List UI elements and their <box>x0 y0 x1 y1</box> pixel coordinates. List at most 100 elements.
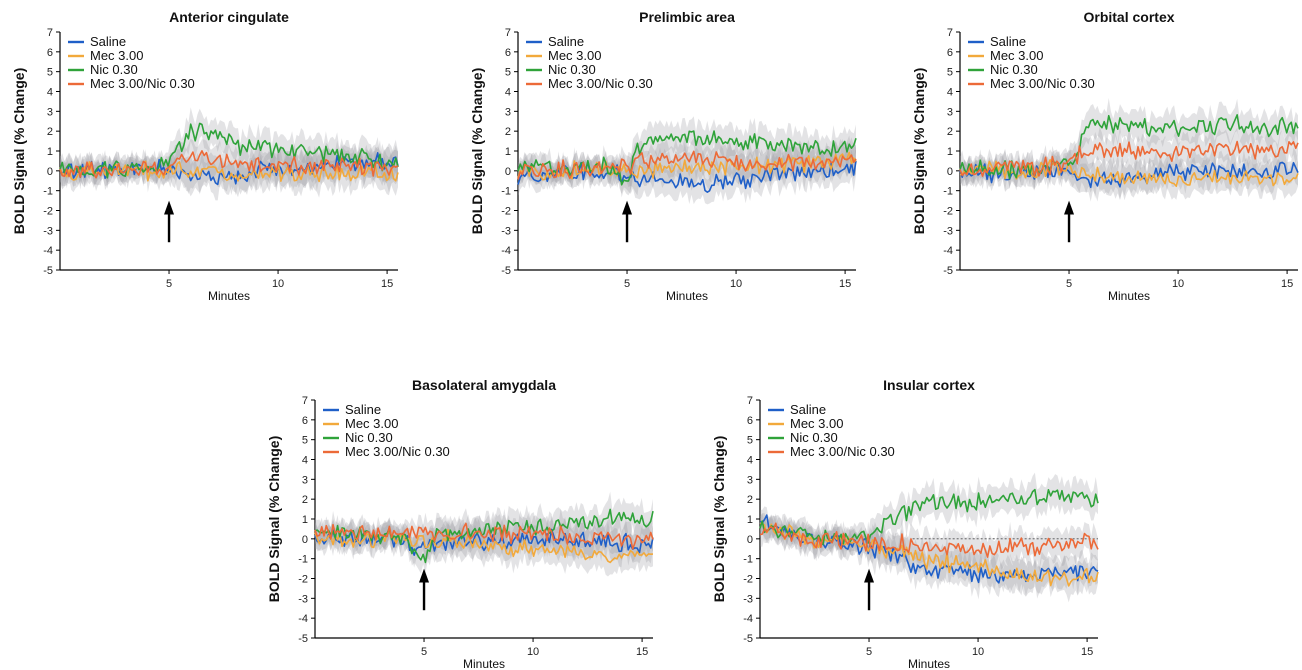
y-tick-label: -1 <box>43 186 53 198</box>
y-tick-label: 0 <box>302 534 308 546</box>
chart-panel: Prelimbic area BOLD Signal (% Change) 7 6 5 4… <box>458 0 878 303</box>
x-axis-label: Minutes <box>208 289 250 303</box>
x-tick-label: 10 <box>1172 278 1184 290</box>
chart-title: Orbital cortex <box>1083 9 1174 25</box>
legend-label: Nic 0.30 <box>90 62 138 77</box>
y-tick-label: 4 <box>947 87 953 99</box>
series-line <box>759 522 1099 558</box>
y-tick-label: 5 <box>302 435 308 447</box>
y-tick-label: 5 <box>505 67 511 79</box>
y-tick-label: 6 <box>747 415 753 427</box>
y-tick-label: -2 <box>501 206 511 218</box>
series-line <box>517 160 857 193</box>
legend-label: Mec 3.00/Nic 0.30 <box>990 76 1095 91</box>
error-band <box>60 136 398 201</box>
legend-label: Nic 0.30 <box>548 62 596 77</box>
y-tick-label: 1 <box>747 514 753 526</box>
chart-svg: Prelimbic area BOLD Signal (% Change) 7 6 5 4… <box>469 9 857 303</box>
legend-label: Mec 3.00 <box>790 416 843 431</box>
y-tick-label: -4 <box>298 613 308 625</box>
legend-label: Mec 3.00/Nic 0.30 <box>90 76 195 91</box>
legend-label: Mec 3.00 <box>990 48 1043 63</box>
series-line <box>314 528 654 564</box>
error-band <box>518 147 856 205</box>
y-axis-label: BOLD Signal (% Change) <box>469 68 485 234</box>
series-line <box>959 114 1299 180</box>
chart-panel: Orbital cortex BOLD Signal (% Change) 7 6 5 4… <box>900 0 1302 303</box>
y-tick-label: 7 <box>505 27 511 39</box>
chart-title: Basolateral amygdala <box>412 377 556 393</box>
y-tick-label: 1 <box>505 146 511 158</box>
y-tick-label: -2 <box>43 206 53 218</box>
y-tick-label: 5 <box>47 67 53 79</box>
series-line <box>759 522 1099 587</box>
y-tick-label: 4 <box>47 87 53 99</box>
x-tick-label: 5 <box>421 646 427 658</box>
chart-svg: Insular cortex BOLD Signal (% Change) 7 6 5 4… <box>711 377 1099 670</box>
x-tick-label: 5 <box>1066 278 1072 290</box>
chart-svg: Basolateral amygdala BOLD Signal (% Chang… <box>266 377 654 670</box>
legend-label: Saline <box>345 402 381 417</box>
x-axis-label: Minutes <box>1108 289 1150 303</box>
y-tick-label: -4 <box>743 613 753 625</box>
y-tick-label: -3 <box>43 225 53 237</box>
x-tick-label: 10 <box>972 646 984 658</box>
y-tick-label: -1 <box>943 186 953 198</box>
x-tick-label: 5 <box>624 278 630 290</box>
y-tick-label: 0 <box>747 534 753 546</box>
x-tick-label: 15 <box>381 278 393 290</box>
y-tick-label: -3 <box>743 593 753 605</box>
x-tick-label: 15 <box>1281 278 1293 290</box>
chart-svg: Orbital cortex BOLD Signal (% Change) 7 6 5 4… <box>911 9 1299 303</box>
error-band <box>60 138 398 193</box>
chart-title: Insular cortex <box>883 377 975 393</box>
y-tick-label: 3 <box>947 106 953 118</box>
y-tick-label: -4 <box>43 245 53 257</box>
y-tick-label: 3 <box>505 106 511 118</box>
y-tick-label: 6 <box>505 47 511 59</box>
y-tick-label: 7 <box>947 27 953 39</box>
chart-title: Prelimbic area <box>639 9 735 25</box>
y-tick-label: 0 <box>47 166 53 178</box>
y-tick-label: -4 <box>943 245 953 257</box>
y-tick-label: 2 <box>302 494 308 506</box>
series-line <box>314 522 654 550</box>
x-tick-label: 10 <box>527 646 539 658</box>
y-tick-label: 2 <box>747 494 753 506</box>
y-tick-label: 1 <box>947 146 953 158</box>
series-line <box>59 160 399 183</box>
series-line <box>59 150 399 179</box>
stimulus-arrow-head <box>164 200 175 215</box>
y-tick-label: 5 <box>747 435 753 447</box>
stimulus-arrow-head <box>1064 200 1075 215</box>
legend-label: Mec 3.00/Nic 0.30 <box>790 444 895 459</box>
legend-label: Mec 3.00 <box>548 48 601 63</box>
error-band <box>315 517 653 577</box>
error-band <box>760 513 1098 572</box>
y-tick-label: 7 <box>747 395 753 407</box>
y-tick-label: -2 <box>743 574 753 586</box>
chart-panel: Insular cortex BOLD Signal (% Change) 7 6 5 4… <box>700 368 1120 670</box>
legend-label: Saline <box>990 34 1026 49</box>
y-axis-label: BOLD Signal (% Change) <box>11 68 27 234</box>
error-band <box>518 135 856 196</box>
y-tick-label: 4 <box>747 455 753 467</box>
x-tick-label: 10 <box>272 278 284 290</box>
legend-label: Mec 3.00/Nic 0.30 <box>548 76 653 91</box>
y-tick-label: 3 <box>47 106 53 118</box>
x-tick-label: 5 <box>866 646 872 658</box>
y-tick-label: 6 <box>947 47 953 59</box>
legend-label: Mec 3.00 <box>90 48 143 63</box>
series-line <box>59 122 399 179</box>
y-tick-label: -1 <box>743 554 753 566</box>
x-axis-label: Minutes <box>908 657 950 670</box>
x-tick-label: 5 <box>166 278 172 290</box>
y-tick-label: 6 <box>47 47 53 59</box>
y-tick-label: -5 <box>298 633 308 645</box>
y-tick-label: 0 <box>947 166 953 178</box>
x-tick-label: 15 <box>1081 646 1093 658</box>
x-tick-label: 15 <box>636 646 648 658</box>
chart-panel: Anterior cingulate BOLD Signal (% Change)… <box>0 0 420 303</box>
y-axis-label: BOLD Signal (% Change) <box>266 436 282 602</box>
y-tick-label: -5 <box>943 265 953 277</box>
